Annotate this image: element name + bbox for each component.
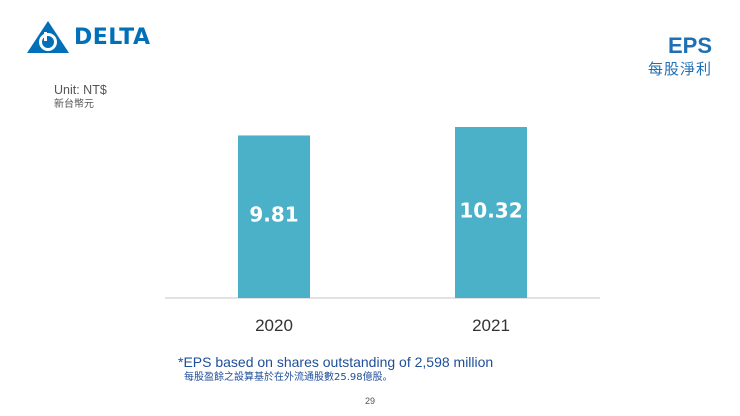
bar-value-label: 9.81 bbox=[249, 203, 298, 227]
unit-chinese: 新台幣元 bbox=[54, 99, 94, 110]
footnote-english: *EPS based on shares outstanding of 2,59… bbox=[178, 354, 494, 370]
delta-triangle-icon bbox=[27, 21, 69, 53]
unit-english: Unit: NT$ bbox=[54, 83, 107, 97]
bar-value-label: 10.32 bbox=[459, 199, 522, 223]
bar-2020 bbox=[238, 135, 310, 298]
delta-logo-text: DELTA bbox=[74, 24, 151, 50]
title-chinese: 每股淨利 bbox=[647, 60, 712, 78]
page-number: 29 bbox=[364, 396, 375, 406]
category-label: 2021 bbox=[472, 316, 510, 335]
category-label: 2020 bbox=[255, 316, 293, 335]
delta-logo: DELTA bbox=[26, 20, 151, 54]
title-english: EPS bbox=[667, 33, 712, 58]
bar-2021 bbox=[455, 127, 527, 298]
footnote: *EPS based on shares outstanding of 2,59… bbox=[178, 353, 493, 385]
slide-title: EPS 每股淨利 bbox=[648, 34, 712, 80]
footnote-chinese: 每股盈餘之設算基於在外流通股數25.98億股。 bbox=[184, 372, 393, 383]
unit-label: Unit: NT$ 新台幣元 bbox=[54, 82, 107, 112]
